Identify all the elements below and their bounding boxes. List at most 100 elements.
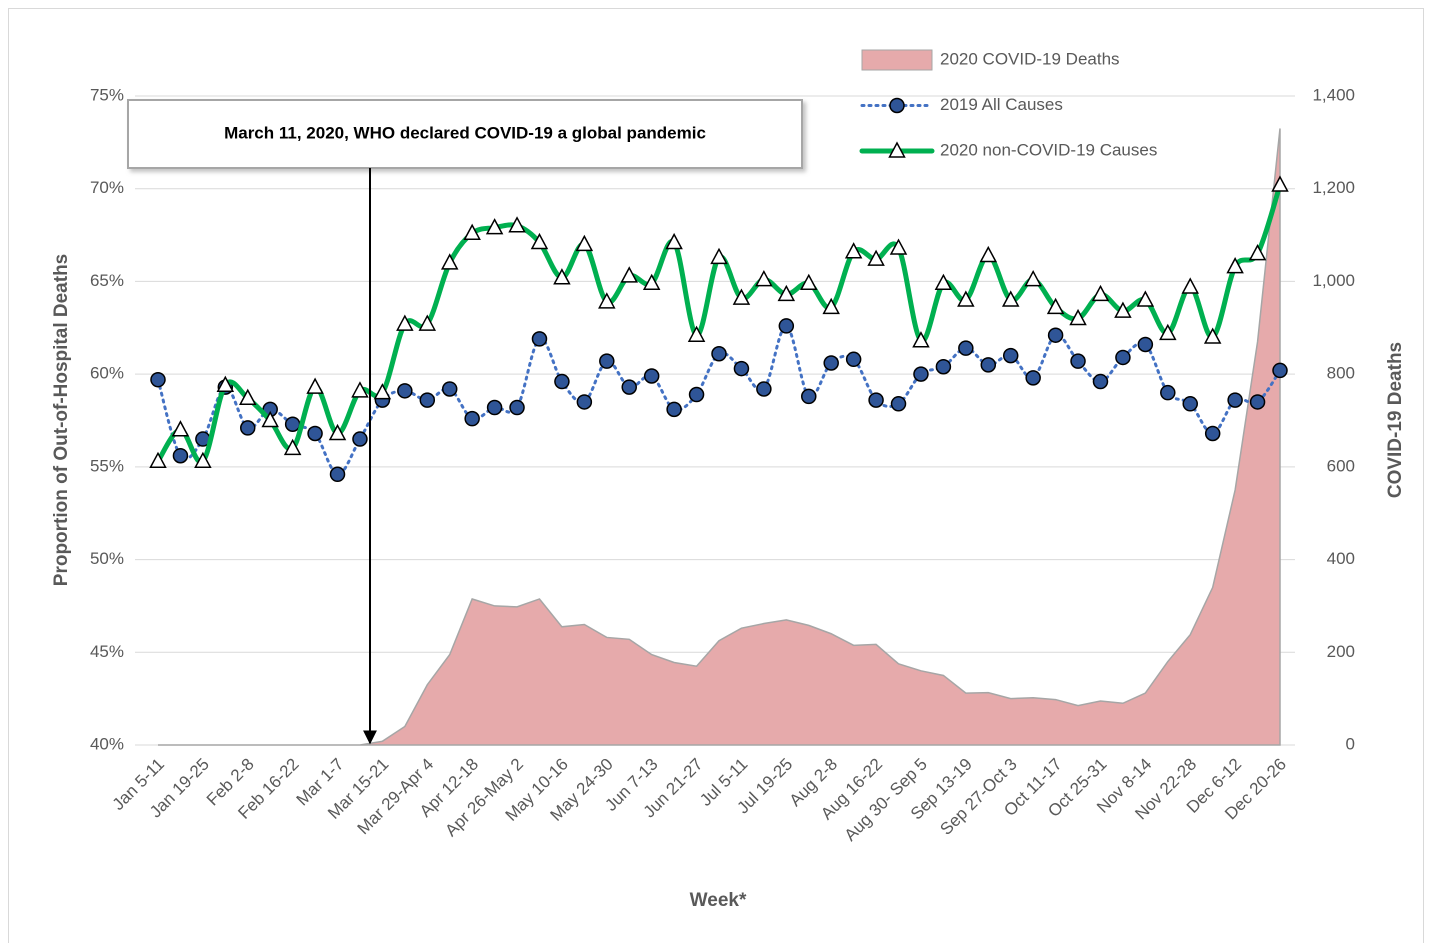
point: [418, 314, 437, 331]
point: [486, 399, 503, 416]
point: [1047, 327, 1064, 343]
point: [1204, 425, 1221, 442]
point: [1136, 290, 1155, 307]
point: [239, 388, 257, 405]
point: [912, 331, 930, 348]
point: [642, 273, 661, 291]
point: [1069, 308, 1087, 326]
point: [1025, 370, 1041, 386]
point: [554, 373, 570, 390]
legend-label: 2020 COVID-19 Deaths: [940, 49, 1120, 68]
point: [935, 358, 952, 375]
point: [934, 273, 953, 291]
y-tick-label: 45%: [90, 642, 124, 661]
point: [440, 253, 459, 270]
legend-label: 2020 non-COVID-19 Causes: [940, 140, 1157, 159]
point: [575, 234, 594, 252]
point: [1002, 347, 1019, 364]
y2-tick-label: 600: [1327, 456, 1355, 475]
point: [1092, 373, 1109, 390]
point: [352, 431, 368, 447]
y-axis-title: Proportion of Out-of-Hospital Deaths: [51, 254, 72, 586]
point: [485, 218, 504, 235]
x-tick-label: Apr 26-May 2: [441, 755, 527, 841]
y2-axis-title: COVID-19 Deaths: [1385, 342, 1406, 498]
point: [329, 466, 346, 483]
point: [531, 331, 548, 347]
point: [756, 381, 772, 397]
legend-marker: [888, 141, 906, 158]
point: [800, 273, 818, 291]
point: [778, 318, 795, 334]
point: [1249, 394, 1266, 410]
point: [1227, 392, 1243, 408]
point: [530, 232, 549, 250]
point: [1070, 353, 1086, 369]
point: [732, 288, 751, 305]
point: [666, 401, 682, 418]
point: [283, 438, 302, 456]
point: [463, 223, 481, 240]
point: [1271, 175, 1289, 192]
point: [194, 451, 212, 469]
point: [688, 386, 705, 403]
point: [172, 447, 189, 464]
point: [1159, 323, 1177, 341]
point: [889, 238, 908, 255]
point: [508, 216, 526, 233]
area: [158, 128, 1281, 746]
point: [284, 416, 301, 432]
point: [598, 292, 616, 309]
point: [306, 377, 324, 394]
point: [1137, 336, 1154, 353]
chart-border: [8, 8, 1424, 948]
y-tick-label: 60%: [90, 364, 124, 383]
y-tick-label: 55%: [90, 456, 124, 475]
point: [980, 357, 997, 373]
point: [1182, 396, 1198, 412]
point: [553, 268, 571, 285]
point: [687, 325, 706, 342]
y2-tick-label: 1,400: [1312, 85, 1355, 104]
point: [261, 410, 279, 428]
point: [351, 381, 369, 398]
point: [509, 399, 525, 416]
point: [328, 423, 347, 441]
point: [396, 314, 414, 331]
point: [957, 290, 975, 307]
point: [307, 425, 323, 442]
point: [1181, 277, 1199, 294]
point: [150, 371, 166, 388]
point: [822, 297, 840, 315]
y-tick-label: 75%: [90, 85, 124, 104]
point: [1203, 327, 1222, 344]
point: [823, 355, 839, 371]
legend-marker: [889, 97, 905, 114]
point: [958, 340, 974, 356]
y2-tick-label: 1,000: [1312, 271, 1355, 290]
point: [979, 245, 998, 263]
point: [665, 232, 683, 250]
point: [1115, 349, 1131, 366]
legend-swatch: [861, 49, 933, 71]
line: [155, 182, 1283, 465]
point: [844, 242, 863, 259]
point: [867, 249, 885, 266]
point: [711, 345, 727, 362]
point: [464, 410, 480, 427]
point: [733, 360, 750, 377]
y2-tick-label: 0: [1346, 734, 1355, 753]
y2-tick-label: 400: [1327, 549, 1355, 568]
point: [643, 368, 660, 384]
point: [621, 379, 637, 395]
point: [1272, 362, 1288, 379]
point: [397, 383, 413, 399]
point: [868, 392, 884, 408]
y-tick-label: 40%: [90, 734, 124, 753]
point: [1001, 290, 1020, 307]
point: [240, 420, 256, 436]
point: [171, 420, 190, 437]
x-axis-title: Week*: [690, 890, 747, 911]
y2-tick-label: 800: [1327, 364, 1355, 383]
